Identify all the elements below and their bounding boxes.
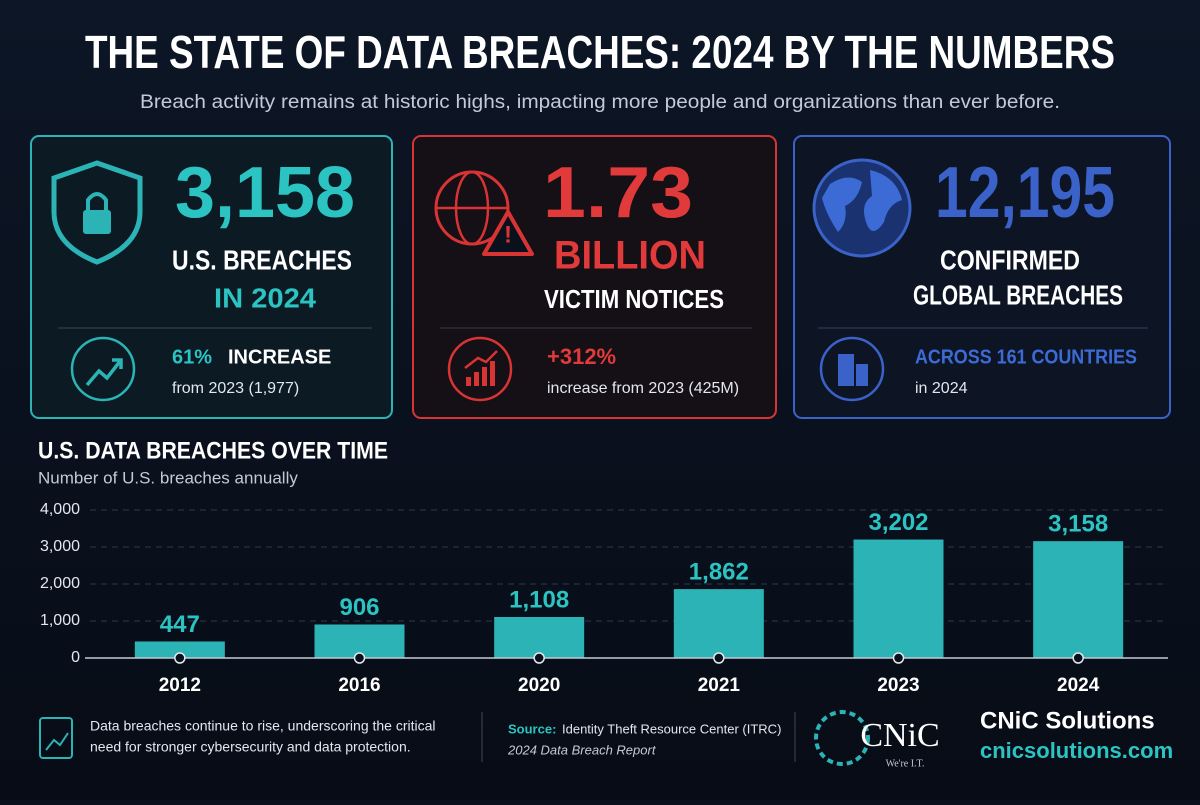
card-line2: GLOBAL BREACHES [913, 279, 1123, 310]
card-number: 1.73 [543, 153, 693, 233]
earth-land [864, 170, 902, 231]
growth-icon [447, 336, 513, 402]
x-tick-label: 2021 [698, 675, 741, 696]
card-line2: VICTIM NOTICES [544, 284, 724, 314]
growth-bar [482, 367, 487, 386]
card-frame [30, 135, 393, 419]
footer: Data breaches continue to rise, undersco… [39, 707, 1173, 769]
y-tick-label: 2,000 [40, 575, 80, 592]
report: 2024 Data Breach Report [507, 742, 657, 757]
x-marker [1072, 652, 1084, 664]
x-tick-label: 2023 [877, 675, 919, 696]
value-label: 3,158 [1048, 510, 1108, 537]
chart-title: U.S. DATA BREACHES OVER TIME [38, 437, 388, 464]
x-marker [174, 652, 186, 664]
card-victim-notices: ! 1.73 BILLION VICTIM NOTICES +312% incr… [412, 135, 777, 419]
card-line1: BILLION [554, 234, 706, 278]
document-icon [39, 717, 73, 759]
card-line1: U.S. BREACHES [172, 244, 352, 275]
bar [134, 641, 225, 658]
source: Identity Theft Resource Center (ITRC) [562, 721, 781, 736]
y-tick-label: 0 [71, 649, 80, 666]
y-tick-label: 3,000 [40, 538, 80, 555]
value-label: 906 [339, 594, 379, 621]
website: cnicsolutions.com [980, 738, 1173, 763]
value-label: 1,108 [509, 586, 569, 613]
growth-arrow [464, 350, 498, 369]
card-stat-label: INCREASE [228, 346, 331, 368]
title: THE STATE OF DATA BREACHES: 2024 BY THE … [85, 26, 1115, 78]
trend-arrow [85, 358, 123, 387]
value-label: 1,862 [689, 558, 749, 585]
y-tick-label: 4,000 [40, 501, 80, 518]
trend-icon [70, 336, 136, 402]
card-detail: increase from 2023 (425M) [547, 380, 739, 397]
card-number: 12,195 [935, 153, 1115, 233]
warning-icon [482, 210, 534, 256]
x-tick-label: 2016 [338, 675, 380, 696]
building [838, 354, 854, 386]
x-marker [533, 652, 545, 664]
chart-subtitle: Number of U.S. breaches annually [38, 468, 298, 487]
x-tick-label: 2024 [1057, 675, 1100, 696]
document-trend [45, 732, 69, 751]
value-label: 3,202 [868, 509, 928, 536]
bar [853, 539, 944, 658]
card-detail: from 2023 (1,977) [172, 380, 299, 397]
subtitle: Breach activity remains at historic high… [140, 92, 1060, 113]
x-tick-label: 2020 [518, 675, 560, 696]
card-us-breaches: 3,158 U.S. BREACHES IN 2024 61% INCREASE… [30, 135, 393, 419]
company: CNiC Solutions [980, 707, 1155, 734]
building-icon [819, 336, 885, 402]
footer-note: Data breaches continue to rise, undersco… [90, 718, 436, 734]
footer-note: need for stronger cybersecurity and data… [90, 739, 411, 755]
building [856, 364, 868, 386]
bar [494, 617, 585, 658]
earth-land [822, 177, 862, 232]
lock-shackle [86, 192, 108, 210]
card-detail: in 2024 [915, 380, 968, 397]
x-marker [713, 652, 725, 664]
card-global-breaches: 12,195 CONFIRMED GLOBAL BREACHES ACROSS … [793, 135, 1171, 419]
trend-arrow-head [112, 358, 123, 369]
growth-bar [466, 377, 471, 386]
warning-mark: ! [504, 221, 512, 248]
y-tick-label: 1,000 [40, 612, 80, 629]
x-marker [892, 652, 905, 664]
logo: CNiC [860, 717, 939, 754]
card-line2: IN 2024 [214, 282, 316, 313]
x-marker [353, 652, 366, 664]
logo-tagline: We're I.T. [886, 758, 925, 769]
lock-icon [83, 210, 111, 234]
card-line1: CONFIRMED [940, 244, 1080, 275]
x-tick-label: 2012 [159, 675, 201, 696]
card-number: 3,158 [175, 153, 355, 233]
card-stat: ACROSS 161 COUNTRIES [915, 346, 1137, 368]
bar [1033, 541, 1124, 658]
card-stat: +312% [547, 344, 616, 369]
card-stat: 61% [172, 346, 212, 368]
bar-chart: U.S. DATA BREACHES OVER TIME Number of U… [38, 437, 1168, 696]
growth-bar [474, 372, 479, 386]
bar [673, 589, 764, 658]
growth-bar [490, 361, 495, 386]
source-label: Source: [508, 721, 556, 736]
value-label: 447 [160, 611, 200, 638]
logo-globe [814, 710, 870, 766]
shield-icon [51, 160, 143, 265]
